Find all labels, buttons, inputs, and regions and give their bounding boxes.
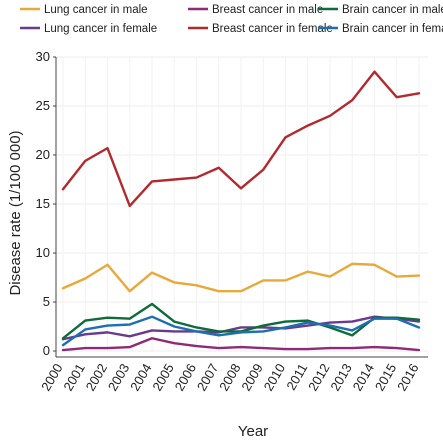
y-tick-label: 20: [36, 147, 50, 162]
x-axis-label: Year: [238, 423, 268, 440]
legend-label-brain-cancer-in-female: Brain cancer in female: [342, 23, 443, 35]
x-tick-label: 2013: [327, 361, 354, 394]
y-axis-label: Disease rate (1/100 000): [7, 130, 24, 295]
grid: [56, 56, 428, 352]
x-tick-label: 2016: [394, 361, 421, 394]
x-tick-label: 2012: [305, 361, 332, 394]
x-tick-label: 2007: [194, 361, 221, 394]
x-tick-label: 2002: [83, 361, 110, 394]
x-tick-label: 2000: [38, 361, 65, 394]
legend: Lung cancer in male Lung cancer in female…: [20, 4, 443, 35]
legend-label-breast-cancer-in-female: Breast cancer in female: [212, 23, 333, 35]
y-tick-label: 10: [36, 245, 50, 260]
x-tick-label: 2001: [60, 361, 87, 394]
x-tick-label: 2004: [127, 361, 154, 394]
x-tick-label: 2015: [372, 361, 399, 394]
series-line-breast-cancer-in-female: [61, 70, 421, 208]
y-tick-label: 15: [36, 196, 50, 211]
legend-label-lung-cancer-in-male: Lung cancer in male: [44, 4, 148, 16]
series-line-brain-cancer-in-female: [61, 315, 421, 347]
x-tick-label: 2005: [149, 361, 176, 394]
y-tick-label: 5: [43, 294, 50, 309]
x-tick-labels: 2000200120022003200420052006200720082009…: [38, 361, 421, 394]
y-tick-label: 25: [36, 98, 50, 113]
y-tick-labels: 0 5 10 15 20 25 30: [36, 49, 56, 358]
series-line-lung-cancer-in-male: [61, 262, 421, 293]
x-tick-label: 2003: [105, 361, 132, 394]
y-tick-label: 0: [43, 343, 50, 358]
y-tick-label: 30: [36, 49, 50, 64]
series-line-breast-cancer-in-male: [61, 337, 421, 352]
series-lines: [61, 70, 421, 352]
x-tick-label: 2008: [216, 361, 243, 394]
x-tick-label: 2010: [261, 361, 288, 394]
x-tick-label: 2009: [238, 361, 265, 394]
legend-label-breast-cancer-in-male: Breast cancer in male: [212, 4, 323, 16]
x-tick-label: 2014: [350, 361, 377, 394]
axes: [55, 57, 428, 358]
legend-label-lung-cancer-in-female: Lung cancer in female: [44, 23, 157, 35]
legend-label-brain-cancer-in-male: Brain cancer in male: [342, 4, 443, 16]
x-tick-label: 2006: [172, 361, 199, 394]
x-tick-label: 2011: [283, 361, 310, 393]
series-line-lung-cancer-in-female: [61, 315, 421, 341]
